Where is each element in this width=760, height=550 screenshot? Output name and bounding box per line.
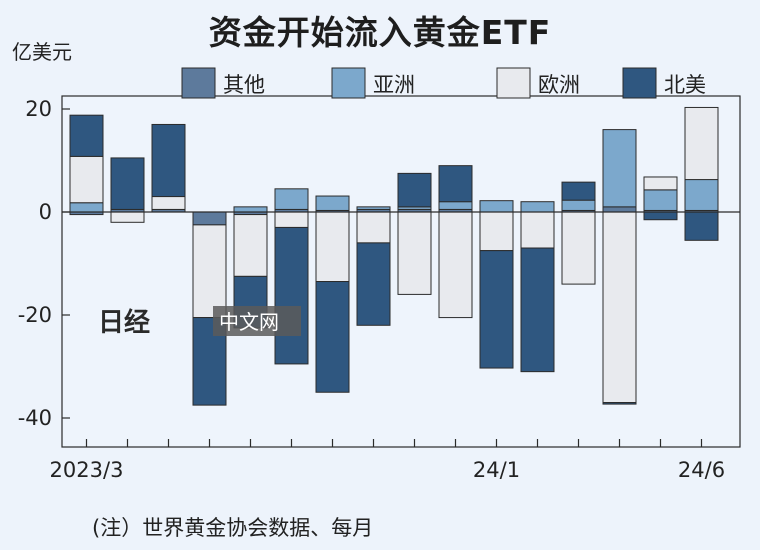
source-note: (注）世界黄金协会数据、每月 — [92, 516, 374, 540]
bar-segment — [397, 172, 432, 208]
watermark-site-box — [213, 306, 301, 336]
bar-segment — [479, 211, 514, 252]
watermark-logo-text: 日经 — [98, 307, 150, 338]
x-tick-label: 24/6 — [678, 458, 725, 482]
legend-swatch-3 — [496, 67, 531, 99]
legend-swatch-2 — [331, 67, 366, 99]
bar-segment — [684, 211, 719, 241]
bar-segment — [602, 206, 637, 213]
bar-segment — [315, 281, 350, 393]
bar-segment — [561, 181, 596, 201]
legend-label-1: 其他 — [223, 73, 265, 97]
y-tick-label: -20 — [18, 303, 52, 327]
bar-segment — [274, 188, 309, 210]
bar-segment — [356, 211, 391, 244]
bar-segment — [110, 157, 145, 210]
bar-segment — [438, 201, 473, 210]
y-tick-label: 20 — [25, 97, 52, 121]
x-tick-label: 2023/3 — [50, 458, 124, 482]
bar-segment — [151, 196, 186, 210]
watermark-logo: 日经 中文网 — [98, 306, 301, 338]
bar-segment — [69, 155, 104, 204]
bar-segment — [602, 211, 637, 404]
y-tick-label: -40 — [18, 406, 52, 430]
legend-swatch-4 — [622, 67, 657, 99]
bar-segment — [520, 247, 555, 373]
x-tick-label: 24/1 — [473, 458, 520, 482]
bar-segment — [561, 199, 596, 211]
bar-segment — [643, 211, 678, 221]
bar-segment — [438, 211, 473, 319]
bar-segment — [233, 214, 268, 277]
bar-segment — [643, 189, 678, 211]
bar-segment — [520, 201, 555, 213]
y-tick-label: 0 — [39, 200, 52, 224]
bar-segment — [479, 250, 514, 369]
bar-segment — [397, 211, 432, 295]
bar-segment — [643, 176, 678, 191]
bar-segment — [69, 202, 104, 213]
bar-segment — [479, 200, 514, 213]
legend-label-2: 亚洲 — [373, 73, 415, 97]
legend-label-4: 北美 — [664, 73, 706, 97]
bar-segment — [233, 206, 268, 213]
legend-swatch-1 — [181, 67, 216, 99]
bar-segment — [356, 242, 391, 326]
y-axis-unit: 亿美元 — [12, 40, 72, 64]
bar-segment — [684, 179, 719, 211]
chart-title: 资金开始流入黄金ETF — [208, 13, 552, 52]
bar-segment — [602, 129, 637, 208]
bar-segment — [315, 211, 350, 283]
bar-segment — [561, 211, 596, 285]
bar-segment — [520, 211, 555, 249]
bar-segment — [438, 165, 473, 203]
bar-segment — [315, 195, 350, 211]
bar-segment — [110, 211, 145, 223]
legend-label-3: 欧洲 — [538, 73, 580, 97]
bar-segment — [192, 211, 227, 226]
bar-segment — [684, 106, 719, 181]
bar-segment — [69, 114, 104, 157]
bar-segment — [192, 224, 227, 319]
watermark-site-text: 中文网 — [219, 310, 279, 334]
bar-segment — [274, 211, 309, 228]
bar-segment — [602, 402, 637, 405]
bar-segment — [356, 206, 391, 210]
bar-segment — [151, 123, 186, 198]
bar-segment — [274, 226, 309, 365]
